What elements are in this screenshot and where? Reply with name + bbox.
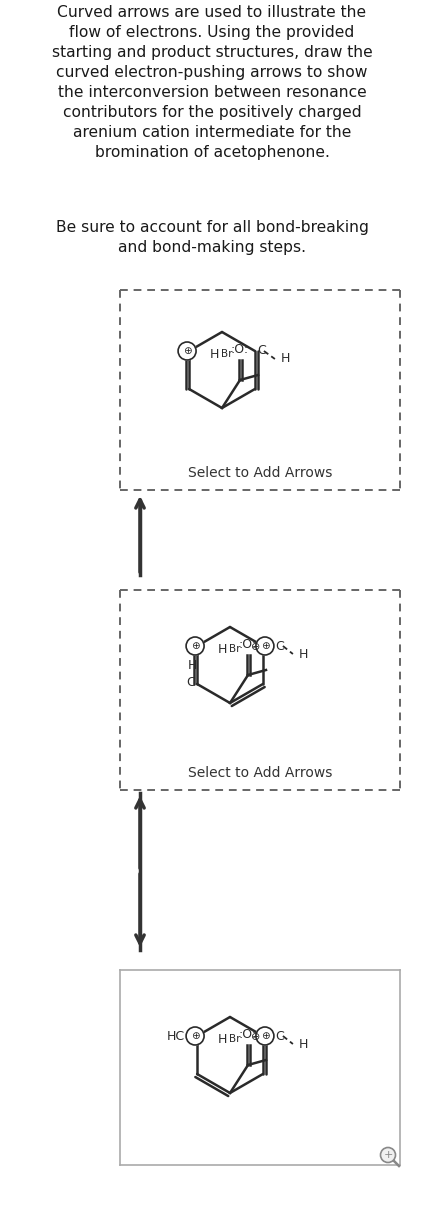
Text: H: H bbox=[187, 659, 197, 672]
Text: ⊕: ⊕ bbox=[191, 641, 199, 651]
Text: H: H bbox=[281, 352, 290, 365]
Text: H: H bbox=[299, 647, 308, 661]
Circle shape bbox=[178, 342, 196, 361]
Text: H: H bbox=[209, 348, 219, 361]
Text: C: C bbox=[275, 640, 284, 652]
Text: HC: HC bbox=[167, 1030, 185, 1043]
Text: :O:: :O: bbox=[239, 1028, 257, 1041]
Text: Br: Br bbox=[221, 348, 232, 359]
Circle shape bbox=[380, 1147, 396, 1163]
Text: ⊕: ⊕ bbox=[191, 1031, 199, 1041]
Circle shape bbox=[256, 636, 274, 655]
Text: Select to Add Arrows: Select to Add Arrows bbox=[188, 466, 332, 480]
Text: Br: Br bbox=[229, 644, 240, 653]
Text: C: C bbox=[186, 675, 195, 688]
Text: H: H bbox=[218, 1033, 227, 1045]
Circle shape bbox=[256, 1027, 274, 1045]
Text: ⊕: ⊕ bbox=[260, 1031, 269, 1041]
Circle shape bbox=[186, 1027, 204, 1045]
Text: +: + bbox=[383, 1150, 393, 1160]
Text: C: C bbox=[257, 345, 266, 357]
Text: H: H bbox=[299, 1037, 308, 1050]
Text: ⊖: ⊖ bbox=[251, 643, 261, 652]
Text: :O:: :O: bbox=[231, 342, 249, 356]
Text: Curved arrows are used to illustrate the
flow of electrons. Using the provided
s: Curved arrows are used to illustrate the… bbox=[52, 5, 372, 160]
Text: ⊕: ⊕ bbox=[183, 346, 192, 356]
Text: Select to Add Arrows: Select to Add Arrows bbox=[188, 766, 332, 780]
Text: Be sure to account for all bond-breaking
and bond-making steps.: Be sure to account for all bond-breaking… bbox=[56, 220, 368, 255]
Text: :O:: :O: bbox=[239, 638, 257, 651]
Circle shape bbox=[186, 636, 204, 655]
Text: ⊕: ⊕ bbox=[260, 641, 269, 651]
Text: H: H bbox=[218, 643, 227, 656]
Text: C: C bbox=[275, 1030, 284, 1043]
Text: Br: Br bbox=[229, 1035, 240, 1044]
Text: ⊖: ⊖ bbox=[251, 1032, 261, 1042]
